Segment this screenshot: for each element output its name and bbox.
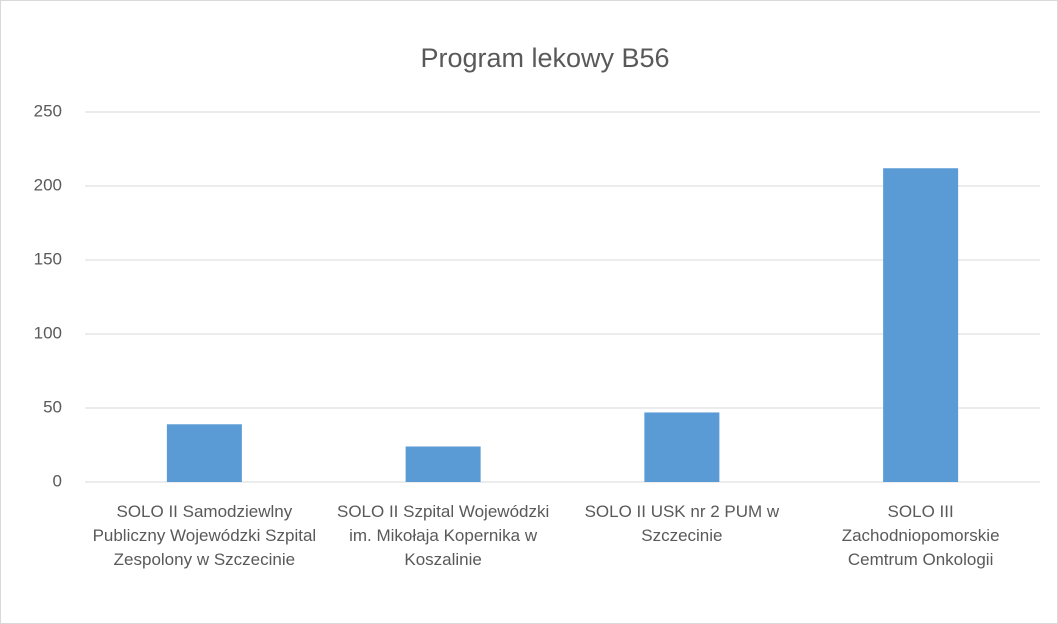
chart-title: Program lekowy B56 — [420, 43, 669, 73]
x-tick-label: SOLO II USK nr 2 PUM w Szczecinie — [584, 502, 780, 545]
y-tick-label: 250 — [34, 101, 62, 120]
y-tick-label: 150 — [34, 249, 62, 268]
y-tick-label: 100 — [34, 323, 62, 342]
bar — [405, 446, 481, 482]
x-tick-label: SOLO II Samodziewlny Publiczny Wojewódzk… — [92, 502, 317, 569]
y-tick-label: 0 — [53, 471, 62, 490]
bar — [883, 168, 959, 483]
bar — [644, 412, 720, 482]
x-tick-label: SOLO III Zachodniopomorskie Cemtrum Onko… — [841, 502, 1000, 569]
y-tick-label: 50 — [43, 397, 62, 416]
x-tick-label: SOLO II Szpital Wojewódzki im. Mikołaja … — [336, 502, 550, 569]
y-tick-label: 200 — [34, 175, 62, 194]
bar — [166, 424, 242, 482]
